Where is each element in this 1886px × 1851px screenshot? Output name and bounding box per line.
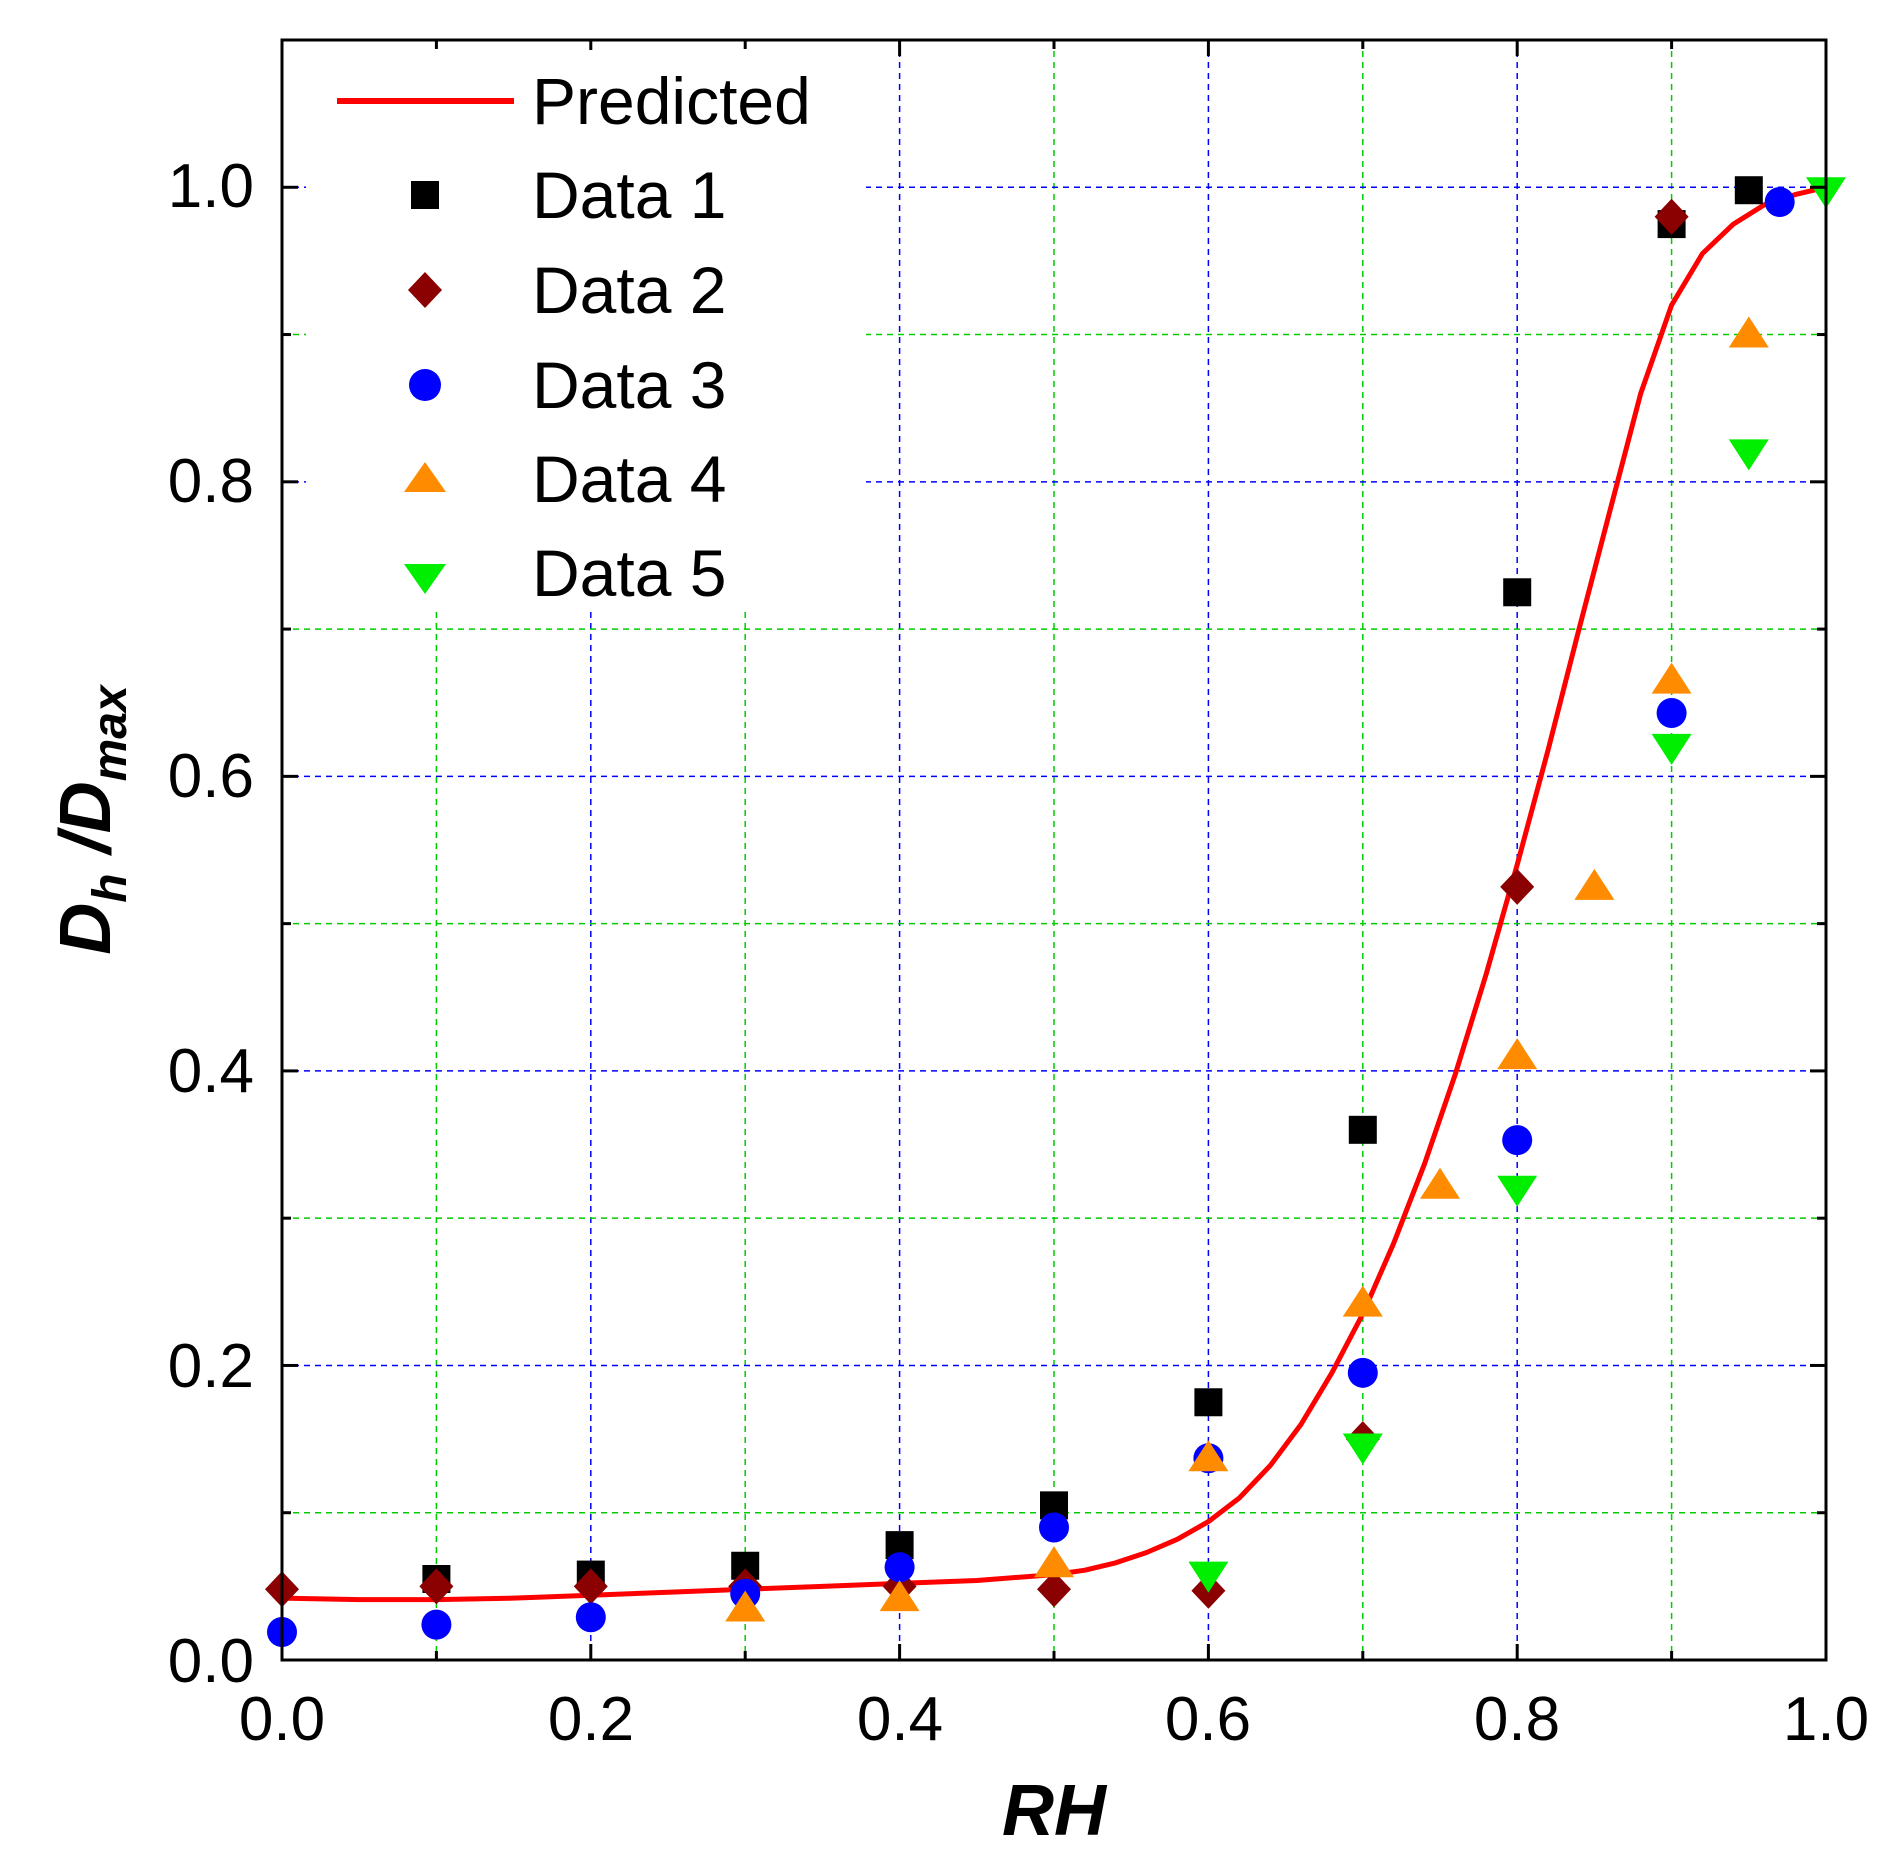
y-axis-title: Dh /Dmax <box>46 683 137 955</box>
data-5-point <box>1342 1433 1383 1465</box>
legend-marker-data-3 <box>409 369 441 401</box>
legend-label-data-5: Data 5 <box>532 536 726 610</box>
y-tick-label: 1.0 <box>168 152 254 221</box>
y-axis-title-sub1: h <box>84 873 137 902</box>
data-3-point <box>421 1609 452 1640</box>
x-tick-labels: 0.0 0.2 0.4 0.6 0.8 1.0 <box>239 1685 1869 1754</box>
data-1-point <box>1503 578 1532 607</box>
data-2-point <box>1500 868 1535 905</box>
data-4-point <box>1342 1285 1383 1317</box>
legend-label-data-2: Data 2 <box>532 253 726 327</box>
data-1-point <box>1348 1115 1377 1144</box>
data-4-point <box>1728 316 1769 348</box>
data-4-point <box>1651 662 1692 694</box>
data-5-point <box>1651 733 1692 765</box>
data-3-point <box>1764 187 1795 217</box>
data-4-point <box>1497 1038 1538 1070</box>
y-axis-title-sep: /D <box>46 781 126 873</box>
legend-label-data-3: Data 3 <box>532 348 726 422</box>
legend-marker-data-2 <box>408 272 442 308</box>
legend-marker-data-1 <box>411 181 439 209</box>
data-4-point <box>1420 1167 1460 1199</box>
data-4-point <box>725 1590 766 1622</box>
x-tick-label: 0.2 <box>548 1685 634 1754</box>
data-1-point <box>1194 1388 1223 1417</box>
data-4-point <box>1188 1440 1229 1472</box>
legend-label-data-4: Data 4 <box>532 442 726 516</box>
data-3-point <box>1347 1357 1378 1388</box>
legend-marker-data-4 <box>404 462 446 492</box>
data-4-point <box>879 1580 920 1612</box>
data-2-point <box>1037 1571 1071 1608</box>
data-3-point <box>884 1552 915 1583</box>
y-axis-title-sub2: max <box>84 683 137 781</box>
data-2-point <box>419 1568 454 1605</box>
legend-marker-data-5 <box>404 564 446 594</box>
x-tick-label: 0.0 <box>239 1685 325 1754</box>
x-tick-label: 0.8 <box>1474 1685 1560 1754</box>
data-2-point <box>573 1568 608 1605</box>
data-1-point <box>1734 176 1763 205</box>
y-axis-title-main: D <box>46 903 126 955</box>
x-tick-label: 1.0 <box>1783 1685 1869 1754</box>
data-5-point <box>1728 439 1769 471</box>
legend-label-data-1: Data 1 <box>532 158 726 232</box>
y-tick-label: 0.8 <box>168 447 254 516</box>
data-4-point <box>1574 868 1615 900</box>
legend: Predicted Data 1 Data 2 Data 3 Data 4 Da… <box>306 50 866 610</box>
data-5-point <box>1497 1175 1538 1207</box>
data-2-point <box>1654 198 1689 235</box>
data-4-point <box>1034 1546 1074 1578</box>
data-5-point <box>1188 1561 1229 1593</box>
x-axis-title: RH <box>1002 1771 1108 1851</box>
y-tick-label: 0.2 <box>168 1332 254 1401</box>
x-tick-label: 0.6 <box>1165 1685 1251 1754</box>
x-tick-label: 0.4 <box>857 1685 943 1754</box>
y-tick-labels: 0.0 0.2 0.4 0.6 0.8 1.0 <box>168 152 254 1696</box>
legend-label-predicted: Predicted <box>532 64 811 138</box>
data-3-point <box>1039 1512 1069 1543</box>
data-3-point <box>1656 698 1687 729</box>
data-markers <box>265 176 1846 1648</box>
legend-background <box>306 50 866 610</box>
y-tick-label: 0.0 <box>168 1627 254 1696</box>
axis-ticks <box>280 40 1828 1662</box>
data-3-point <box>575 1602 606 1633</box>
data-3-point <box>1502 1125 1533 1156</box>
y-tick-label: 0.4 <box>168 1037 254 1106</box>
y-tick-label: 0.6 <box>168 742 254 811</box>
